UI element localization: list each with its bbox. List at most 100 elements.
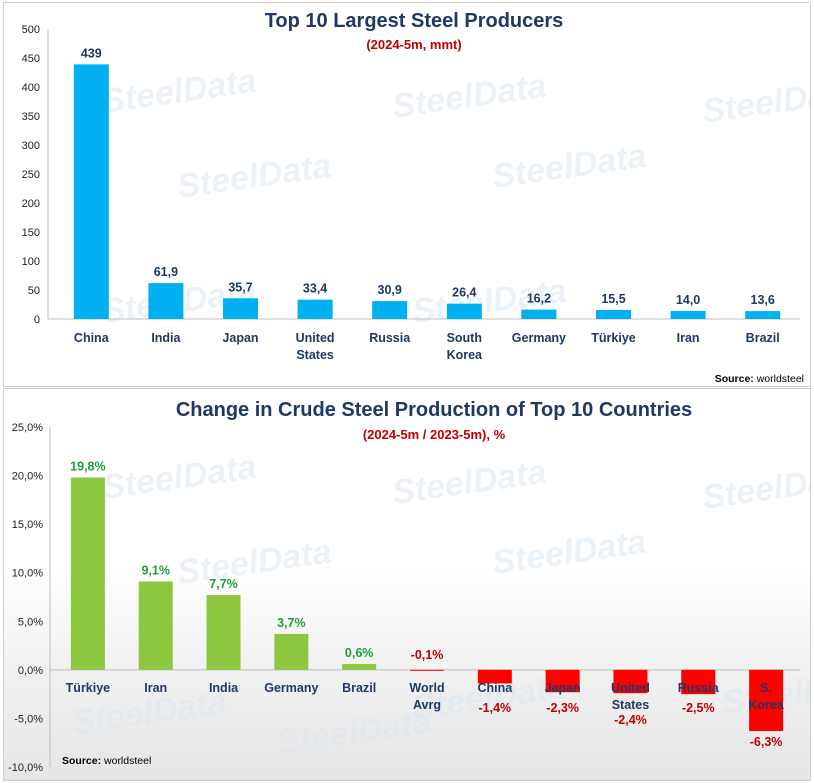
bar-south-korea: [446, 303, 482, 319]
bar-china: [477, 669, 512, 684]
chart-panel-top-producers: SteelData SteelData SteelData SteelData Stee…: [3, 2, 811, 387]
y-tick-label: 0,0%: [18, 665, 43, 677]
bar-japan: [545, 669, 580, 693]
y-tick-label: 100: [22, 256, 40, 268]
bar-iran: [670, 310, 706, 319]
data-label: -1,4%: [478, 701, 511, 715]
x-tick-label: United States: [611, 681, 650, 712]
watermark-7: SteelData: [275, 703, 434, 762]
source-note: Source: worldsteel: [62, 755, 151, 767]
bar-iran: [138, 581, 173, 670]
data-label: -2,4%: [614, 713, 647, 727]
x-tick-label: India: [151, 331, 181, 345]
data-label: 16,2: [527, 292, 551, 306]
data-label: 3,7%: [277, 616, 306, 630]
y-tick-label: 150: [22, 227, 40, 239]
watermark-4: SteelData: [175, 533, 334, 592]
bar-germany: [274, 633, 309, 670]
x-tick-label: Germany: [512, 331, 566, 345]
y-tick-label: 450: [22, 53, 40, 65]
steel-producers-chart: SteelData SteelData SteelData SteelData Stee…: [22, 10, 810, 385]
bar-china: [73, 64, 109, 319]
bar-russia: [372, 301, 408, 319]
x-tick-label: Brazil: [746, 331, 780, 345]
x-tick-label: S. Korea: [748, 681, 784, 712]
data-label: 7,7%: [209, 577, 238, 591]
x-tick-label: Iran: [144, 681, 167, 695]
x-tick-label: Türkiye: [66, 681, 111, 695]
bar-world-avrg: [410, 669, 444, 671]
data-label: 0,6%: [345, 646, 374, 660]
chart-title: Change in Crude Steel Production of Top …: [176, 399, 692, 421]
bar-germany: [521, 309, 557, 319]
y-tick-label: 400: [22, 82, 40, 94]
y-tick-label: 500: [22, 24, 40, 36]
x-tick-label: Iran: [677, 331, 700, 345]
watermark-3: SteelData: [700, 72, 810, 131]
y-tick-label: 0: [34, 314, 40, 326]
chart-title: Top 10 Largest Steel Producers: [265, 10, 564, 32]
y-tick-label: 300: [22, 140, 40, 152]
chart-panel-production-change: SteelData SteelData SteelData SteelData Stee…: [3, 388, 811, 781]
y-tick-label: 10,0%: [12, 568, 43, 580]
x-tick-label: China: [74, 331, 110, 345]
data-label: -2,5%: [682, 701, 715, 715]
watermark-3: SteelData: [700, 458, 810, 517]
production-change-chart: SteelData SteelData SteelData SteelData Stee…: [8, 399, 810, 774]
data-label: 61,9: [154, 265, 178, 279]
x-tick-label: Japan: [222, 331, 258, 345]
data-label: 13,6: [751, 293, 775, 307]
watermark-2: SteelData: [390, 67, 549, 126]
data-label: 15,5: [601, 292, 625, 306]
source-note: Source: worldsteel: [715, 373, 804, 385]
x-tick-label: Türkiye: [591, 331, 636, 345]
watermark-2: SteelData: [390, 453, 549, 512]
data-label: 9,1%: [141, 563, 170, 577]
bar-united-states: [297, 299, 333, 319]
data-label: 26,4: [452, 286, 476, 300]
watermark-4: SteelData: [175, 147, 334, 206]
x-tick-label: India: [209, 681, 239, 695]
y-tick-label: 15,0%: [12, 519, 43, 531]
chart-subtitle: (2024-5m, mmt): [366, 37, 461, 52]
bar-t-rkiye: [70, 477, 105, 670]
bar-india: [206, 595, 241, 670]
data-label: -6,3%: [750, 735, 783, 749]
bar-s-korea: [749, 669, 784, 732]
y-tick-label: 50: [28, 285, 40, 297]
x-tick-label: Russia: [678, 681, 720, 695]
data-label: 30,9: [378, 283, 402, 297]
bar-japan: [223, 298, 258, 319]
y-tick-label: 350: [22, 111, 40, 123]
y-tick-label: 200: [22, 198, 40, 210]
data-label: 439: [81, 46, 102, 60]
y-tick-label: 20,0%: [12, 471, 43, 483]
data-label: 35,7: [228, 280, 252, 294]
bar-brazil: [745, 311, 781, 319]
bar-india: [148, 283, 184, 319]
x-tick-label: United States: [296, 331, 335, 362]
x-tick-label: Japan: [545, 681, 581, 695]
y-tick-label: 250: [22, 169, 40, 181]
y-tick-label: 25,0%: [12, 422, 43, 434]
bar-united-states: [613, 669, 648, 694]
chart-subtitle: (2024-5m / 2023-5m), %: [363, 427, 506, 442]
x-tick-label: Brazil: [342, 681, 376, 695]
data-label: 19,8%: [70, 460, 105, 474]
x-tick-label: South Korea: [447, 331, 483, 362]
data-label: -0,1%: [411, 648, 444, 662]
bar-brazil: [342, 664, 377, 670]
watermark-1: SteelData: [100, 62, 259, 121]
data-label: -2,3%: [546, 701, 579, 715]
x-tick-label: World Avrg: [409, 681, 444, 712]
x-tick-label: China: [477, 681, 513, 695]
watermark-5: SteelData: [490, 137, 649, 196]
bar-t-rkiye: [596, 310, 631, 319]
x-tick-label: Russia: [369, 331, 411, 345]
bar-russia: [681, 669, 716, 695]
data-label: 33,4: [303, 282, 327, 296]
y-tick-label: 5,0%: [18, 616, 43, 628]
y-tick-label: -10,0%: [8, 762, 43, 774]
data-label: 14,0: [676, 293, 700, 307]
x-tick-label: Germany: [264, 681, 318, 695]
